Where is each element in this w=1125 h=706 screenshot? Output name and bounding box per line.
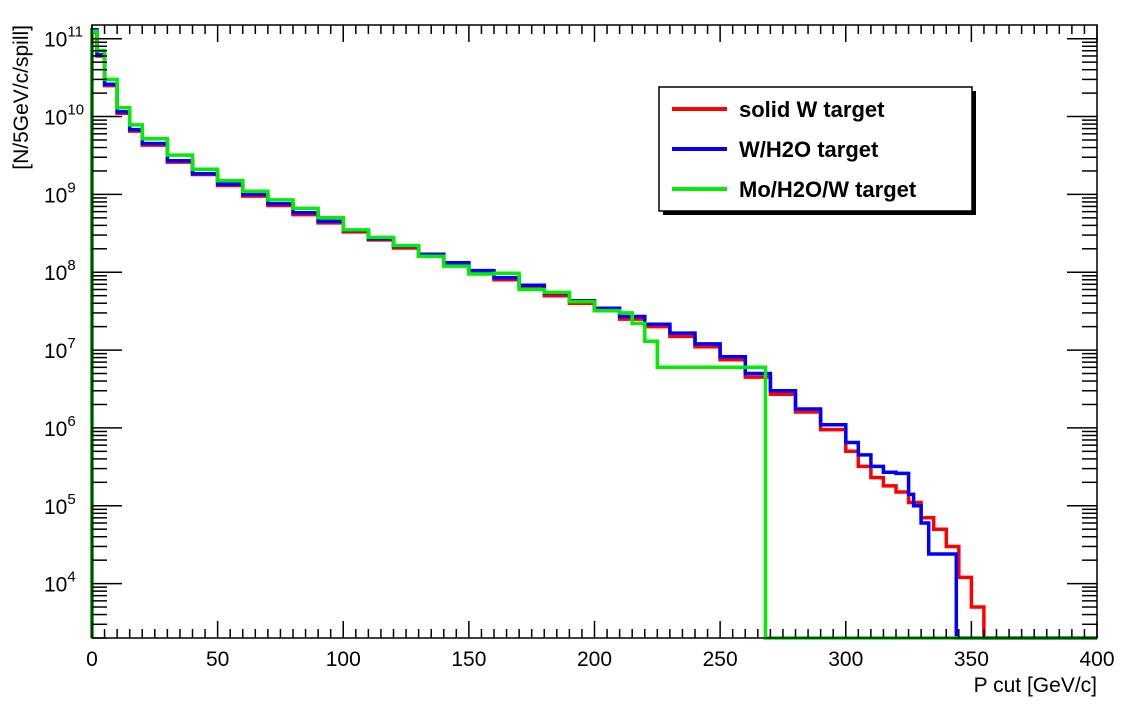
legend-label: solid W target (739, 97, 885, 122)
y-tick-label: 108 (44, 257, 76, 285)
ticks-layer (91, 25, 1098, 639)
y-axis-title: [N/5GeV/c/spill] (10, 25, 33, 170)
legend-label: Mo/H2O/W target (739, 177, 917, 202)
y-tick-label: 104 (44, 569, 76, 597)
legend-label: W/H2O target (739, 137, 879, 162)
x-tick-label: 100 (326, 648, 361, 671)
x-tick-label: 350 (954, 648, 989, 671)
x-tick-label: 150 (451, 648, 486, 671)
legend: solid W target W/H2O target Mo/H2O/W targe… (658, 86, 976, 215)
series-line-mo-h2o-w-target (90, 29, 1097, 640)
x-axis-title: P cut [GeV/c] (974, 674, 1097, 697)
x-tick-label: 50 (206, 648, 229, 671)
x-tick-label: 300 (828, 648, 863, 671)
series-layer (90, 28, 1097, 640)
y-tick-label: 1010 (44, 102, 84, 130)
y-tick-label: 107 (44, 335, 76, 363)
y-tick-label: 105 (44, 491, 76, 519)
labels-layer: 0 50 100 150 200 250 300 350 400 104 105 106 107 108 1… (44, 24, 1115, 671)
x-tick-label: 200 (577, 648, 612, 671)
x-tick-label: 250 (703, 648, 738, 671)
x-tick-label: 400 (1079, 648, 1114, 671)
y-tick-label: 109 (44, 179, 76, 207)
y-tick-label: 1011 (44, 24, 83, 52)
x-tick-label: 0 (86, 648, 98, 671)
y-tick-label: 106 (44, 413, 76, 441)
